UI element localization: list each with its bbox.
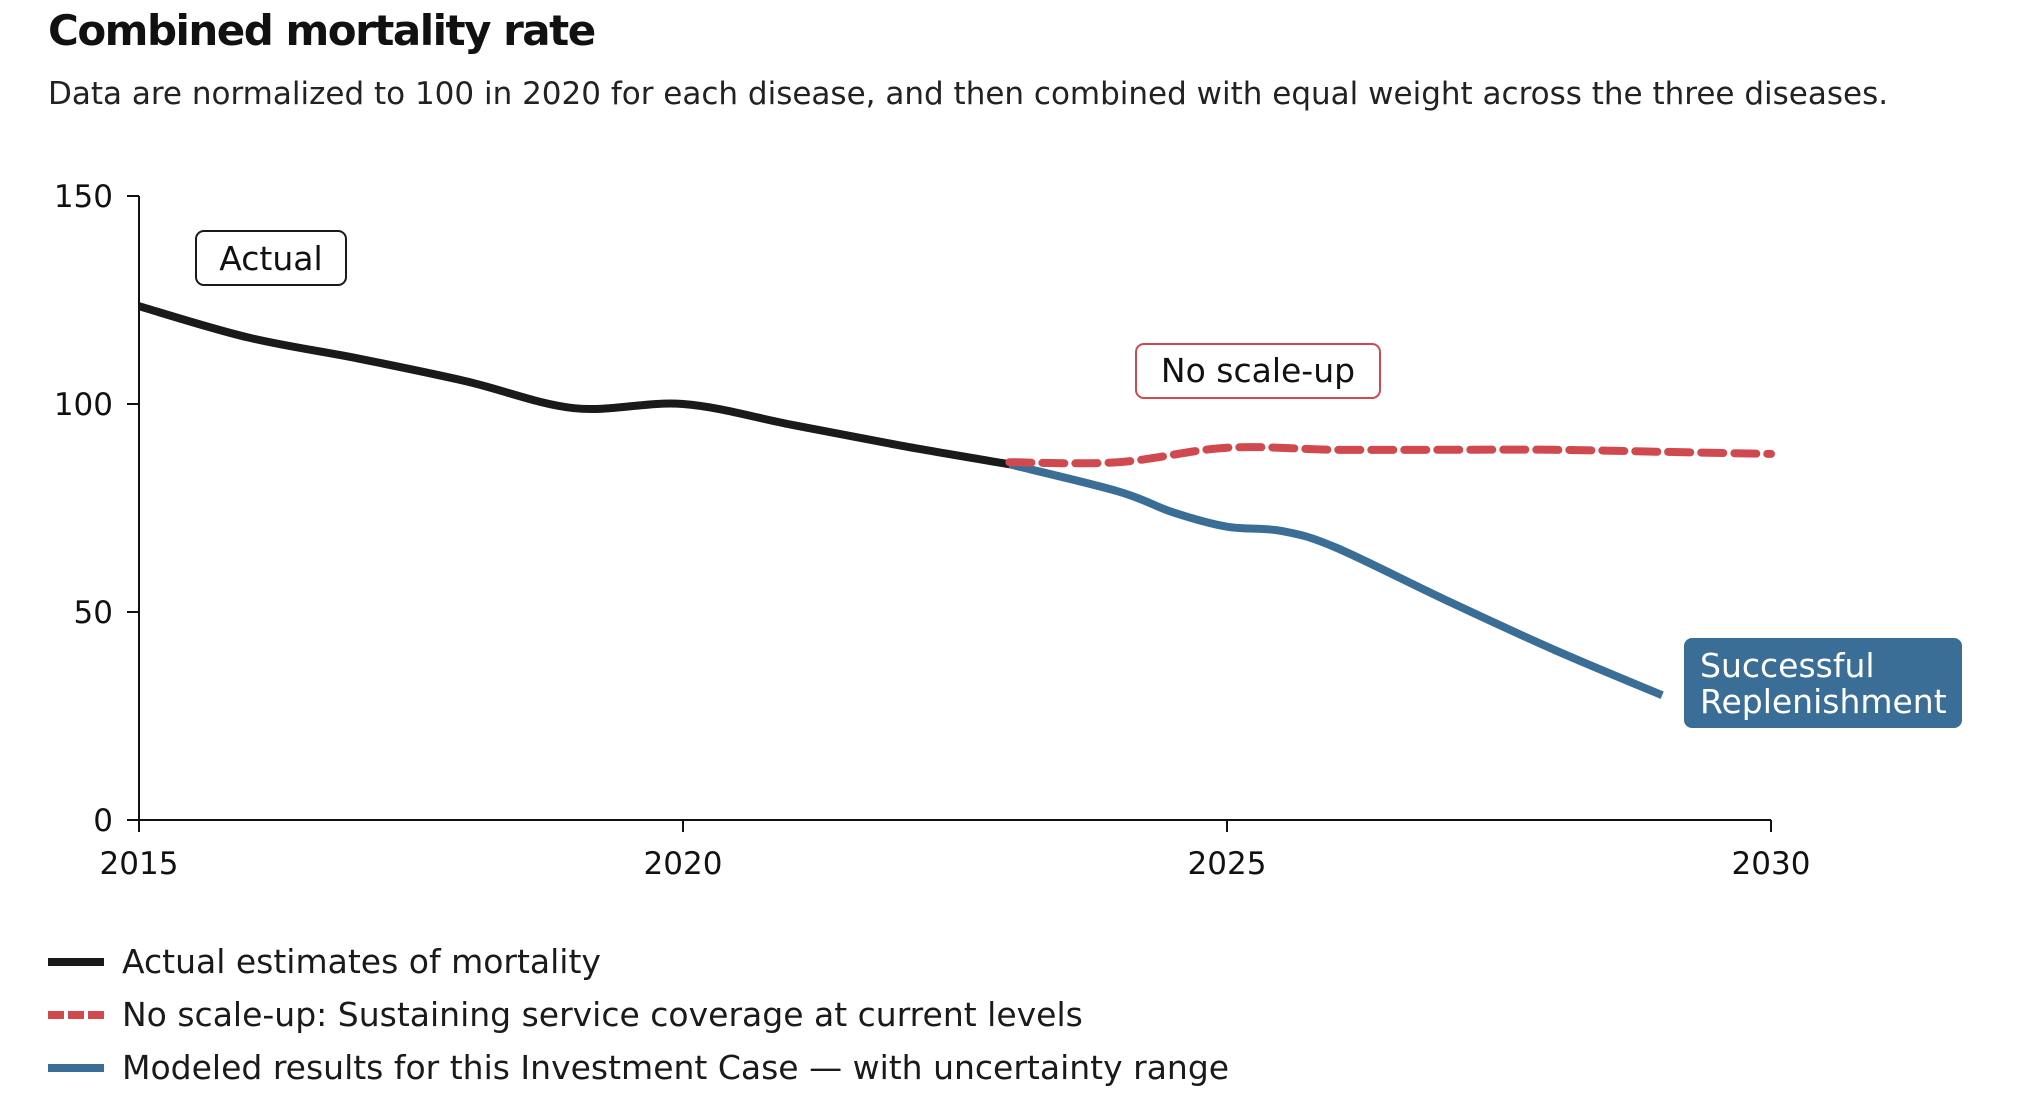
- legend: Actual estimates of mortality No scale-u…: [48, 935, 1229, 1094]
- line-chart: 0 50 100 150 2015 2020 2025 2030 Actual No scale-…: [54, 179, 1962, 882]
- legend-swatch-no-scale-up: [48, 1010, 104, 1019]
- annotation-box-no-scale-up: [1135, 343, 1381, 399]
- y-tick-label: 50: [74, 595, 113, 631]
- x-tick-label: 2015: [100, 846, 179, 882]
- annotation-box-actual: [195, 230, 347, 286]
- legend-swatch-actual: [48, 957, 104, 966]
- annotation-label-no-scale-up: No scale-up: [1161, 351, 1355, 390]
- legend-item-actual: Actual estimates of mortality: [48, 935, 1229, 988]
- series-line-no-scale-up: [1005, 443, 1775, 468]
- annotation-label-actual: Actual: [219, 239, 322, 278]
- legend-label-no-scale-up: No scale-up: Sustaining service coverage…: [122, 995, 1083, 1034]
- legend-swatch-investment-case: [48, 1063, 104, 1072]
- legend-label-investment-case: Modeled results for this Investment Case…: [122, 1048, 1230, 1087]
- annotation-label-replenishment: Replenishment: [1700, 682, 1947, 721]
- chart-title: Combined mortality rate: [48, 6, 596, 55]
- annotation-label-successful: Successful: [1700, 646, 1875, 685]
- series-line-successful-replenishment: [1008, 460, 1664, 699]
- legend-item-no-scale-up: No scale-up: Sustaining service coverage…: [48, 988, 1229, 1041]
- legend-label-actual: Actual estimates of mortality: [122, 942, 601, 981]
- y-tick-label: 100: [54, 387, 113, 423]
- series-line-actual: [137, 302, 1011, 469]
- y-tick-label: 150: [54, 179, 113, 215]
- y-tick-label: 0: [93, 803, 113, 839]
- legend-item-investment-case: Modeled results for this Investment Case…: [48, 1041, 1229, 1094]
- x-tick-label: 2030: [1732, 846, 1811, 882]
- annotation-box-successful-replenishment: [1684, 638, 1962, 728]
- chart-subtitle: Data are normalized to 100 in 2020 for e…: [48, 76, 1889, 112]
- x-tick-label: 2020: [644, 846, 723, 882]
- x-tick-label: 2025: [1188, 846, 1267, 882]
